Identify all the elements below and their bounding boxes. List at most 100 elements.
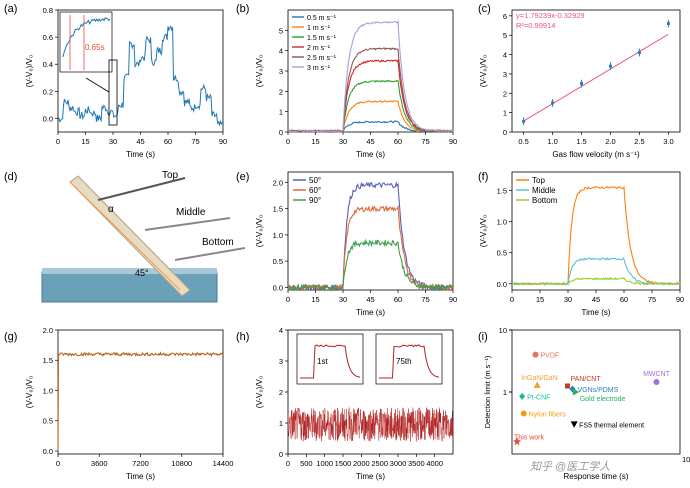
legend-label: 1.5 m s⁻¹ (307, 35, 337, 42)
y-tick-label: 5 (279, 26, 283, 35)
probe-top (97, 177, 186, 201)
x-tick-label: 15 (311, 295, 319, 304)
point-label: PVDF (541, 353, 560, 360)
x-tick-label: 60 (394, 295, 402, 304)
inset-label: 1st (317, 357, 328, 366)
x-tick-label: 45 (592, 295, 600, 304)
data-point (513, 437, 522, 446)
x-tick-label: 2000 (353, 459, 370, 468)
y-tick-label: 0.5 (497, 249, 507, 258)
x-axis-label: Time (s) (356, 472, 385, 481)
x-tick-label: 100 (682, 455, 690, 464)
data-point (570, 421, 578, 428)
plot-frame-c (511, 9, 681, 133)
x-axis-label: Time (s) (356, 150, 385, 159)
x-tick-label: 30 (339, 295, 347, 304)
x-tick-label: 1000 (316, 459, 333, 468)
y-tick-label: 2.0 (273, 178, 283, 187)
y-axis-label: (V-V₀)/V₀ (479, 55, 488, 87)
label-alpha: α (108, 204, 114, 215)
panel-i: 1 10 100 Response time (s) Detection limit (… (483, 326, 690, 481)
label-middle: Middle (176, 207, 206, 218)
data-point (533, 381, 541, 388)
y-tick-label: 1.0 (43, 386, 53, 395)
x-tick-label: 15 (311, 137, 319, 146)
x-tick-label: 4000 (426, 459, 443, 468)
y-axis-label: (V-V₀)/V₀ (255, 55, 264, 87)
y-tick-label: 0.5 (43, 417, 53, 426)
inset-line (379, 344, 440, 379)
series-line (57, 25, 224, 127)
point-label: VGNs/PDMS (577, 387, 618, 394)
data-point (532, 351, 539, 358)
legend-label: 1 m s⁻¹ (307, 25, 331, 32)
x-tick-label: 3600 (91, 459, 108, 468)
fit-equation: y=1.79239x-0.32929 (516, 11, 585, 20)
panel-label-c: (c) (478, 3, 491, 15)
data-point (520, 410, 527, 417)
label-top: Top (162, 170, 179, 181)
point-label: This work (514, 434, 544, 441)
y-tick-label: 1.5 (273, 205, 283, 214)
series-line (288, 79, 454, 133)
x-tick-label: 14400 (213, 459, 234, 468)
y-tick-label: 0 (279, 450, 283, 459)
x-tick-label: 3500 (408, 459, 425, 468)
x-tick-label: 1.5 (576, 137, 586, 146)
data-point (564, 383, 570, 389)
legend-label: 3 m s⁻¹ (307, 65, 331, 72)
x-tick-label: 75 (648, 295, 656, 304)
x-tick-label: 2.0 (605, 137, 615, 146)
data-point (666, 22, 670, 26)
y-tick-label: 3 (503, 70, 507, 79)
y-tick-label: 1 (279, 419, 283, 428)
x-tick-label: 3.0 (663, 137, 673, 146)
data-point (551, 101, 555, 105)
panel-c: 0.5 1.0 1.5 2.0 2.5 3.0 0 1 2 3 4 5 6 Gas flow veloci… (479, 9, 681, 159)
y-tick-label: 0.0 (497, 280, 507, 289)
point-label: PAN/CNT (570, 376, 601, 383)
x-axis-label: Time (s) (126, 472, 155, 481)
y-tick-label: 1 (503, 388, 507, 397)
x-tick-label: 0 (510, 295, 514, 304)
data-point (522, 119, 526, 123)
legend-label: 90° (309, 196, 321, 205)
inset-line (300, 344, 361, 379)
x-tick-label: 7200 (132, 459, 149, 468)
y-tick-label: 1 (503, 109, 507, 118)
panel-label-h: (h) (236, 331, 249, 343)
probe-bottom (174, 247, 246, 261)
x-tick-label: 90 (676, 295, 684, 304)
x-tick-label: 2500 (371, 459, 388, 468)
legend-label: Top (532, 176, 545, 185)
plot-frame-g (57, 329, 224, 455)
x-tick-label: 30 (109, 137, 117, 146)
inset-frame (296, 333, 364, 385)
data-point (608, 64, 612, 68)
series-line (511, 276, 681, 286)
x-tick-label: 1.0 (547, 137, 557, 146)
x-tick-label: 0 (56, 137, 60, 146)
base-top (42, 268, 217, 274)
y-tick-label: 1.5 (497, 187, 507, 196)
x-tick-label: 2.5 (634, 137, 644, 146)
y-tick-label: 0.0 (43, 447, 53, 456)
y-tick-label: 2 (279, 87, 283, 96)
y-tick-label: 0.8 (43, 6, 53, 15)
y-axis-label: (V-V₀)/V₀ (25, 55, 34, 87)
series-line (57, 351, 224, 451)
x-tick-label: 90 (449, 137, 457, 146)
x-tick-label: 0 (286, 137, 290, 146)
label-bottom: Bottom (202, 237, 234, 248)
legend-label: Bottom (532, 196, 558, 205)
data-point (637, 51, 641, 55)
panel-h: 0 500 1000 1500 2000 2500 3000 3500 4000 0 1 2 3 4 Tim… (255, 326, 454, 481)
x-axis-label: Time (s) (356, 308, 385, 317)
x-tick-label: 60 (394, 137, 402, 146)
point-label: MWCNT (643, 371, 671, 378)
legend-label: 50° (309, 176, 321, 185)
point-label: Nylon fibers (529, 412, 566, 419)
y-tick-label: 0.0 (43, 114, 53, 123)
panel-d: Top Middle Bottom α 45° (41, 170, 246, 303)
